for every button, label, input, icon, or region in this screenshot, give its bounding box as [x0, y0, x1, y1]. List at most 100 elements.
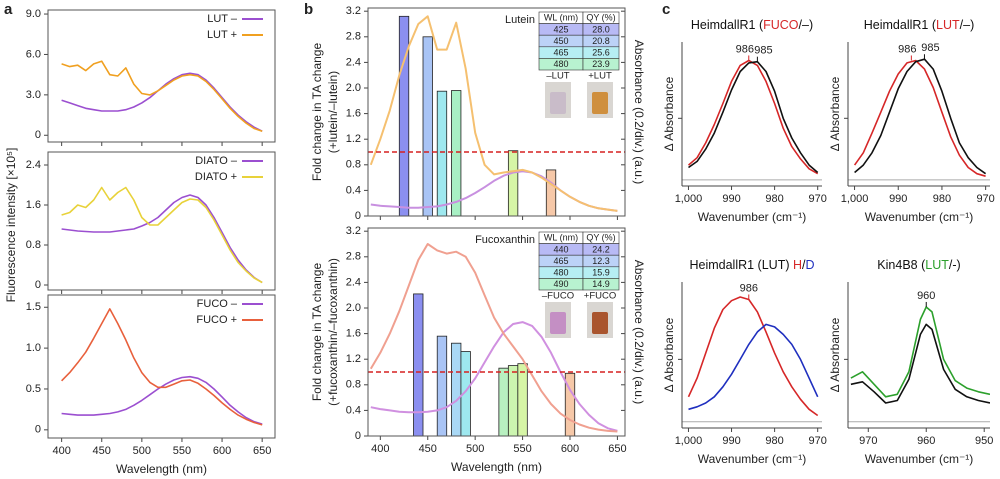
table-text: 480 — [553, 267, 568, 277]
chart-title: HeimdallR1 (FUCO/–) — [691, 18, 813, 32]
chart-title: HeimdallR1 (LUT) H/D — [689, 258, 814, 272]
bar — [498, 367, 509, 437]
x-tick-label: 1,000 — [675, 435, 703, 447]
table-text: WL (nm) — [544, 233, 578, 243]
line — [61, 72, 263, 132]
title-part: H — [793, 258, 802, 272]
bar — [398, 15, 410, 217]
line — [850, 306, 990, 398]
table-text: 490 — [553, 279, 568, 289]
annotation: 960 — [917, 290, 935, 302]
legend-label: FUCO – — [197, 298, 238, 310]
vial-label: +LUT — [588, 71, 612, 82]
bar — [436, 335, 448, 437]
y-tick-label: 2.4 — [346, 56, 361, 68]
table-text: 440 — [553, 244, 568, 254]
bar — [545, 169, 557, 217]
line — [688, 60, 819, 174]
line — [687, 296, 819, 417]
table-text: 465 — [553, 47, 568, 57]
title-part: FUCO — [763, 18, 799, 32]
y-tick-label: 1.2 — [346, 353, 361, 365]
title-part: LUT — [936, 18, 960, 32]
panel-label: b — [304, 1, 313, 18]
x-tick-label: 970 — [859, 435, 877, 447]
title-part: Kin4B8 ( — [877, 258, 926, 272]
y-axis-label: (+fucoxanthin/–fucoxanthin) — [326, 258, 340, 406]
line — [854, 58, 987, 175]
y-tick-label: 1.6 — [346, 328, 361, 340]
bar — [451, 342, 462, 437]
x-tick-label: 450 — [419, 443, 437, 455]
line — [61, 375, 263, 425]
y-tick-label: 9.0 — [26, 8, 41, 20]
line — [369, 243, 618, 433]
legend-label: DIATO – — [195, 155, 238, 167]
annotation: 986 — [898, 43, 916, 55]
y-axis-label: Δ Absorbance — [828, 76, 842, 151]
plot-frame — [47, 294, 276, 439]
table-cell — [582, 278, 620, 291]
title-part: LUT — [925, 258, 949, 272]
x-tick-label: 600 — [213, 445, 231, 457]
x-tick-label: 990 — [722, 435, 740, 447]
bar — [507, 150, 519, 217]
x-tick-label: 600 — [561, 443, 579, 455]
vial — [550, 92, 566, 114]
line — [850, 323, 990, 404]
table-text: WL (nm) — [544, 13, 578, 23]
y-tick-label: 6.0 — [26, 48, 41, 60]
y-tick-label: 0.4 — [346, 184, 361, 196]
x-tick-label: 1,000 — [675, 193, 703, 205]
bar — [436, 90, 448, 217]
table-text: QY (%) — [586, 233, 615, 243]
line — [688, 323, 819, 411]
annotation: 985 — [921, 42, 939, 54]
y-axis-label: Fluorescence intensity [×10⁵] — [4, 148, 18, 303]
vial — [592, 312, 608, 334]
legend-label: DIATO + — [195, 171, 237, 183]
y-tick-label: 0.8 — [346, 159, 361, 171]
y-tick-label: 2.4 — [346, 276, 361, 288]
annotation: 986 — [736, 43, 754, 55]
y-tick-label: 0 — [355, 210, 361, 222]
y-tick-label: 1.2 — [346, 133, 361, 145]
line — [61, 194, 263, 284]
vial-label: +FUCO — [584, 291, 616, 302]
title-part: /–) — [960, 18, 975, 32]
line — [853, 59, 986, 177]
table-cell — [582, 58, 620, 71]
x-tick-label: 400 — [371, 443, 389, 455]
chart-title: HeimdallR1 (LUT/–) — [864, 18, 974, 32]
table-text: 465 — [553, 256, 568, 266]
y-axis-label: Δ Absorbance — [662, 317, 676, 392]
y2-axis-label: Absorbance (0.2/div.) (a.u.) — [632, 260, 646, 405]
table-text: 480 — [553, 59, 568, 69]
x-tick-label: 980 — [765, 193, 783, 205]
title-part: /–) — [799, 18, 814, 32]
line — [61, 308, 263, 426]
y-axis-label: Fold change in TA change — [310, 263, 324, 402]
table-text: 14.9 — [592, 279, 610, 289]
y-tick-label: 0 — [35, 129, 41, 141]
annotation: 986 — [740, 282, 758, 294]
x-tick-label: 970 — [809, 435, 827, 447]
x-tick-label: 980 — [933, 193, 951, 205]
legend-label: LUT – — [207, 13, 238, 25]
x-tick-label: 550 — [513, 443, 531, 455]
y-tick-label: 1.6 — [26, 199, 41, 211]
y-tick-label: 3.2 — [346, 5, 361, 17]
y-tick-label: 2.8 — [346, 31, 361, 43]
x-tick-label: 500 — [133, 445, 151, 457]
y-tick-label: 3.2 — [346, 225, 361, 237]
title-part: D — [805, 258, 814, 272]
bar — [507, 365, 519, 437]
panel-label: c — [662, 1, 670, 18]
y-tick-label: 1.5 — [26, 301, 41, 313]
legend-label: FUCO + — [196, 314, 237, 326]
table-text: 23.9 — [592, 59, 610, 69]
vial-label: –LUT — [546, 71, 569, 82]
bar — [451, 90, 462, 217]
x-tick-label: 400 — [52, 445, 70, 457]
y-axis-label: Δ Absorbance — [828, 317, 842, 392]
